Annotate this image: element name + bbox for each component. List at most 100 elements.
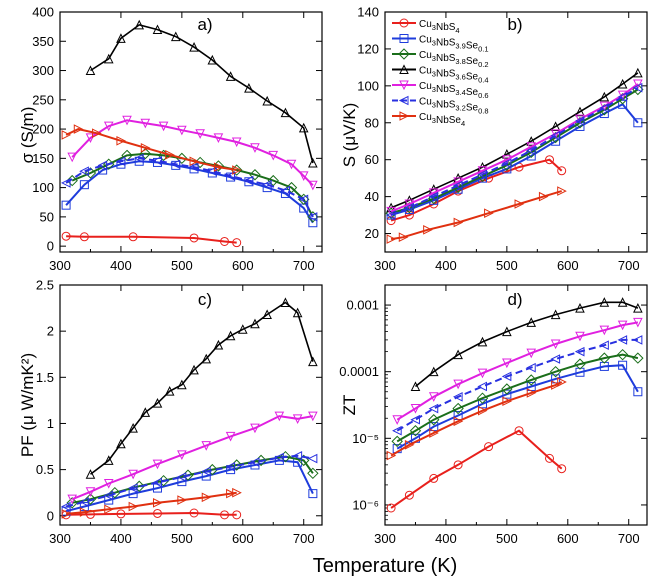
data-point [225,330,236,341]
data-point [550,354,561,364]
data-point [545,453,555,463]
data-point [617,78,628,89]
data-point [502,326,512,337]
data-point [392,425,402,436]
data-point [633,317,643,328]
data-point [308,356,318,367]
data-point [501,371,512,382]
data-point [386,234,397,244]
data-point [617,92,628,102]
data-point [177,477,187,487]
y-tick-label: 120 [357,41,379,56]
data-point [618,99,628,109]
data-point [557,186,567,196]
data-point [292,414,303,424]
data-point [308,411,318,422]
data-point [152,477,162,488]
data-point [633,79,643,90]
legend-marker [398,48,410,60]
data-point [170,31,181,42]
data-point [599,91,610,102]
x-tick-label: 700 [618,531,640,546]
data-point [207,54,218,65]
data-point [152,24,163,35]
legend: Cu3NbS4Cu3NbS3.9Se0.1Cu3NbS3.8Se0.2Cu3Nb… [392,18,489,128]
data-point [617,335,628,345]
data-point [85,509,95,519]
data-point [428,403,439,414]
legend-label: Cu3NbS3.6Se0.4 [419,66,489,85]
data-point [249,457,260,468]
data-point [298,122,309,133]
data-point [79,180,89,190]
data-point [453,379,463,390]
y-tick-label: 100 [32,180,54,195]
y-axis-label: S (μV/K) [340,103,359,168]
legend-label: Cu3NbS3.9Se0.1 [419,35,489,54]
data-point [632,335,643,345]
x-tick-label: 500 [171,258,193,273]
y-tick-label: 400 [32,5,54,20]
data-point [391,435,403,448]
data-point [220,236,230,246]
series-group [385,67,644,244]
data-point [85,487,96,497]
data-point [152,508,162,518]
data-point [617,90,628,101]
data-point [207,166,217,177]
data-point [232,238,242,248]
data-point [514,199,525,209]
legend-marker [399,18,409,28]
data-point [386,503,396,513]
legend-entry-2: Cu3NbS3.9Se0.1 [392,34,489,54]
data-point [109,486,121,499]
y-tick-label: 50 [40,209,54,224]
data-point [85,133,96,143]
data-point [632,352,644,364]
plot-frame [384,284,648,526]
data-point [85,469,96,479]
x-tick-label: 500 [171,531,193,546]
y-tick-label: 0.001 [346,298,379,313]
data-point [549,365,562,378]
data-point [385,210,396,220]
data-point [423,225,433,235]
data-point [61,231,71,241]
data-point [409,425,422,437]
data-point [177,379,187,390]
data-point [428,188,439,199]
data-point [477,169,487,180]
panel-label: c) [198,290,212,309]
series-line-7 [390,381,563,457]
data-point [633,118,643,128]
data-point [502,149,512,159]
data-point [67,152,77,163]
data-point [189,42,199,52]
data-point [280,297,291,308]
data-point [237,324,248,334]
data-point [140,407,151,417]
data-point [195,129,205,139]
data-point [575,106,585,117]
data-point [404,202,414,213]
data-point [398,232,409,243]
data-point [550,129,561,139]
data-point [453,416,464,427]
y-tick-label: 20 [365,226,379,241]
data-point [201,492,212,503]
y-tick-label: 0 [47,508,54,523]
plot-frame [59,284,323,526]
data-point [633,302,643,313]
data-point [410,414,420,425]
data-point [501,383,513,395]
series-line-5 [396,321,639,421]
y-tick-label: 1.5 [36,370,54,385]
data-point [557,464,567,474]
series-line-5 [71,415,314,501]
data-point [452,391,463,402]
data-point [140,142,151,153]
data-point [599,101,610,112]
data-point [116,438,126,449]
x-tick-label: 300 [374,531,396,546]
series-group [386,297,644,513]
